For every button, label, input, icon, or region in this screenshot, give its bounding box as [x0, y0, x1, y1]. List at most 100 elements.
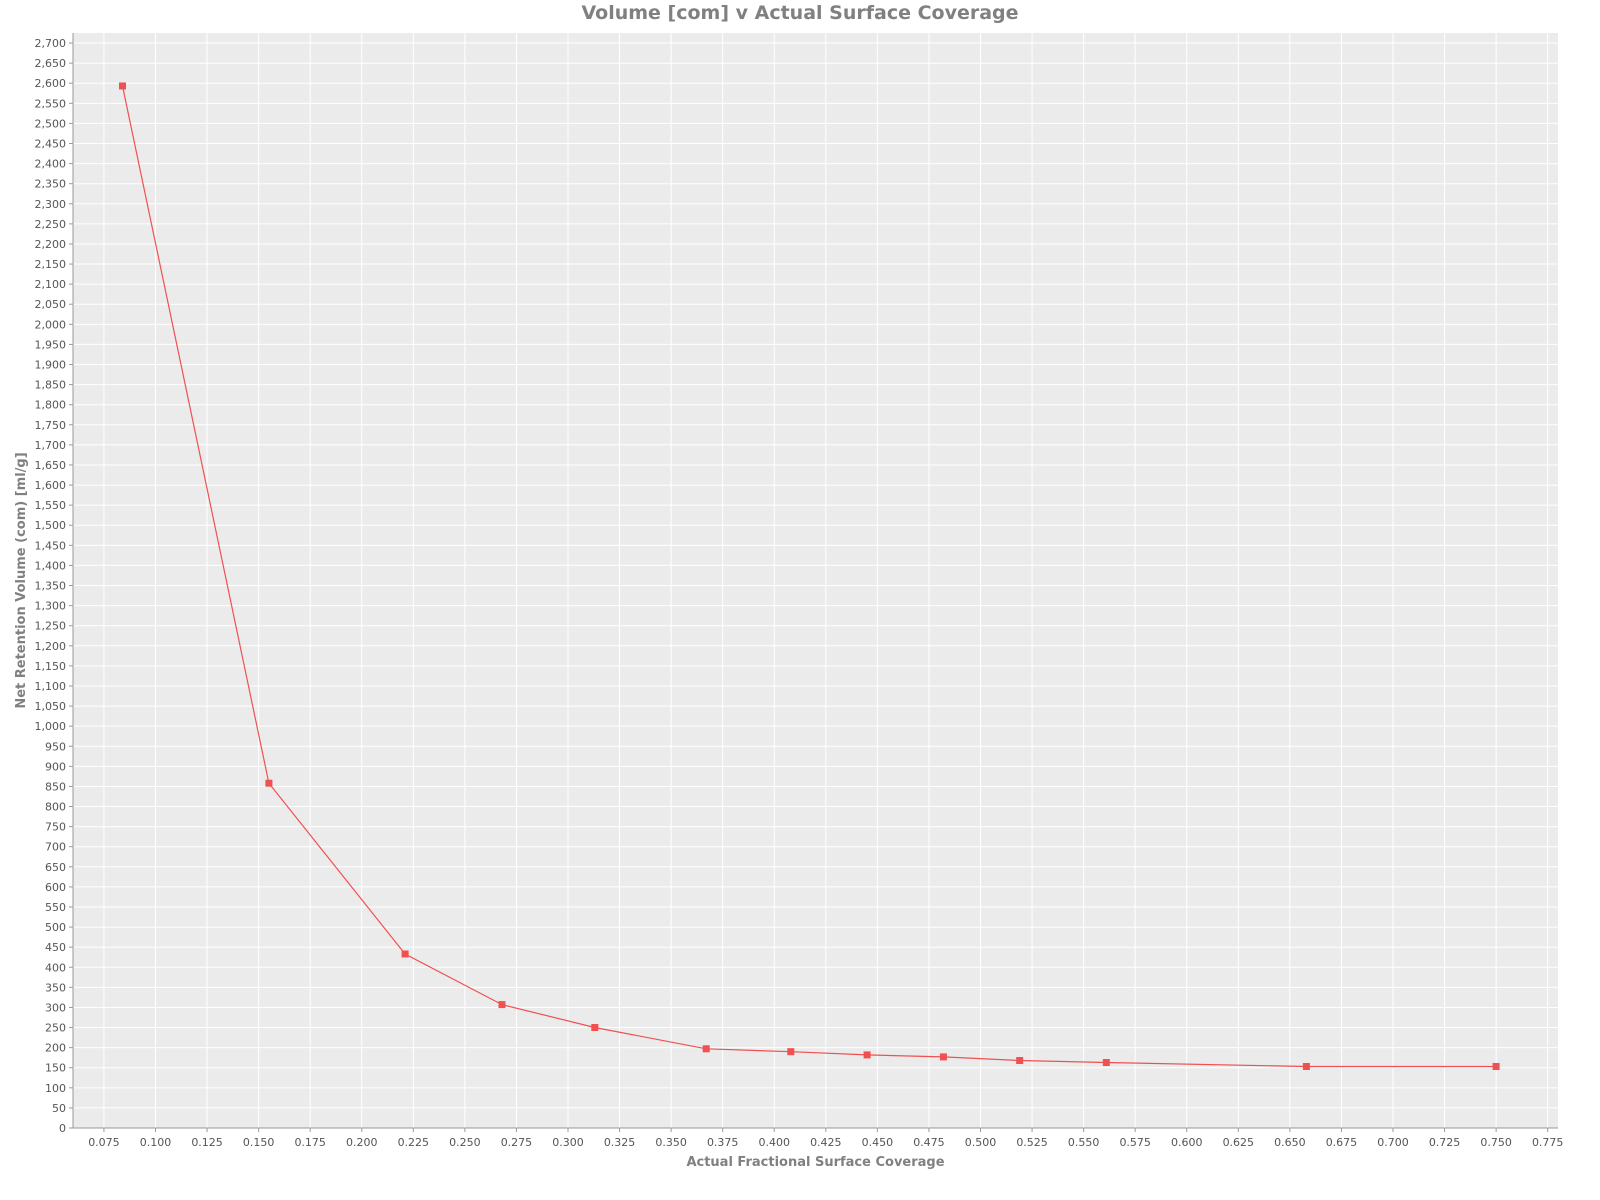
y-tick-label: 200: [45, 1042, 66, 1055]
x-tick-label: 0.175: [294, 1136, 326, 1149]
y-tick-label: 2,450: [35, 138, 67, 151]
grid-layer: [73, 33, 1558, 1129]
data-point: [939, 1053, 947, 1061]
y-tick-label: 2,500: [35, 117, 67, 130]
x-tick-label: 0.575: [1119, 1136, 1151, 1149]
y-tick-label: 1,700: [35, 439, 67, 452]
x-tick-label: 0.375: [707, 1136, 739, 1149]
x-tick-label: 0.650: [1274, 1136, 1306, 1149]
y-tick-label: 250: [45, 1022, 66, 1035]
y-tick-label: 1,400: [35, 559, 67, 572]
y-tick-label: 750: [45, 821, 66, 834]
x-tick-label: 0.700: [1377, 1136, 1409, 1149]
y-tick-label: 2,400: [35, 158, 67, 171]
y-tick-label: 1,650: [35, 459, 67, 472]
chart-title: Volume [com] v Actual Surface Coverage: [581, 2, 1019, 24]
data-point: [702, 1045, 710, 1053]
y-tick-label: 900: [45, 760, 66, 773]
x-tick-label: 0.125: [191, 1136, 223, 1149]
y-tick-label: 150: [45, 1062, 66, 1075]
y-tick-label: 350: [45, 981, 66, 994]
y-axis-title: Net Retention Volume (com) [ml/g]: [14, 452, 29, 708]
x-axis-title: Actual Fractional Surface Coverage: [686, 1155, 944, 1170]
x-tick-label: 0.600: [1171, 1136, 1203, 1149]
x-tick-label: 0.250: [449, 1136, 481, 1149]
y-tick-label: 1,600: [35, 479, 67, 492]
x-tick-label: 0.675: [1326, 1136, 1358, 1149]
y-tick-label: 1,450: [35, 539, 67, 552]
data-point: [1492, 1063, 1500, 1070]
data-point: [401, 950, 409, 958]
x-tick-label: 0.775: [1532, 1136, 1564, 1149]
data-point: [1302, 1063, 1310, 1070]
y-tick-label: 1,900: [35, 359, 67, 372]
y-tick-label: 1,100: [35, 680, 67, 693]
x-tick-label: 0.550: [1068, 1136, 1100, 1149]
y-tick-label: 1,300: [35, 600, 67, 613]
x-tick-label: 0.225: [398, 1136, 430, 1149]
y-tick-label: 50: [52, 1102, 66, 1115]
y-tick-label: 300: [45, 1001, 66, 1014]
y-tick-label: 650: [45, 861, 66, 874]
y-tick-label: 850: [45, 780, 66, 793]
y-tick-label: 2,100: [35, 278, 67, 291]
x-tick-label: 0.200: [346, 1136, 378, 1149]
x-tick-label: 0.475: [913, 1136, 945, 1149]
y-tick-label: 1,350: [35, 580, 67, 593]
y-tick-label: 1,000: [35, 720, 67, 733]
y-tick-label: 2,000: [35, 318, 67, 331]
x-tick-label: 0.275: [501, 1136, 533, 1149]
data-point: [1102, 1059, 1110, 1066]
data-point: [265, 779, 273, 787]
y-tick-label: 1,950: [35, 338, 67, 351]
y-tick-label: 2,300: [35, 198, 67, 211]
y-tick-label: 2,250: [35, 218, 67, 231]
x-tick-label: 0.325: [604, 1136, 636, 1149]
y-tick-label: 400: [45, 961, 66, 974]
x-tick-label: 0.425: [810, 1136, 842, 1149]
series-layer: [119, 82, 1500, 1070]
y-tick-label: 100: [45, 1082, 66, 1095]
x-tick-label: 0.350: [655, 1136, 687, 1149]
x-tick-label: 0.500: [965, 1136, 997, 1149]
y-tick-label: 1,850: [35, 379, 67, 392]
plot-area: [73, 33, 1558, 1128]
y-tick-label: 950: [45, 740, 66, 753]
x-tick-label: 0.075: [88, 1136, 120, 1149]
y-tick-label: 1,500: [35, 519, 67, 532]
data-point: [863, 1051, 871, 1059]
y-tick-label: 1,050: [35, 700, 67, 713]
data-point: [498, 1001, 506, 1009]
y-tick-label: 2,200: [35, 238, 67, 251]
y-tick-label: 1,750: [35, 419, 67, 432]
y-tick-label: 2,050: [35, 298, 67, 311]
y-tick-label: 550: [45, 901, 66, 914]
x-tick-label: 0.450: [862, 1136, 894, 1149]
axis-layer: 0 50 100 150 200 250 300 350 400 450 500 550 600 650 7…: [35, 33, 1564, 1149]
x-tick-label: 0.725: [1429, 1136, 1461, 1149]
y-tick-label: 600: [45, 881, 66, 894]
y-tick-label: 1,550: [35, 499, 67, 512]
y-tick-label: 500: [45, 921, 66, 934]
data-point: [119, 82, 126, 90]
x-tick-label: 0.750: [1480, 1136, 1512, 1149]
y-tick-label: 2,150: [35, 258, 67, 271]
y-tick-label: 2,550: [35, 97, 67, 110]
y-tick-label: 700: [45, 841, 66, 854]
y-tick-label: 1,150: [35, 660, 67, 673]
y-tick-label: 1,200: [35, 640, 67, 653]
y-tick-label: 2,650: [35, 57, 67, 70]
y-tick-label: 0: [59, 1122, 66, 1135]
y-tick-label: 2,350: [35, 178, 67, 191]
y-tick-label: 1,800: [35, 399, 67, 412]
x-tick-label: 0.525: [1016, 1136, 1048, 1149]
data-point: [1016, 1057, 1024, 1064]
x-tick-label: 0.300: [552, 1136, 584, 1149]
data-point: [787, 1048, 795, 1056]
y-tick-label: 450: [45, 941, 66, 954]
x-tick-label: 0.100: [140, 1136, 172, 1149]
data-point: [591, 1024, 599, 1031]
x-tick-label: 0.150: [243, 1136, 275, 1149]
